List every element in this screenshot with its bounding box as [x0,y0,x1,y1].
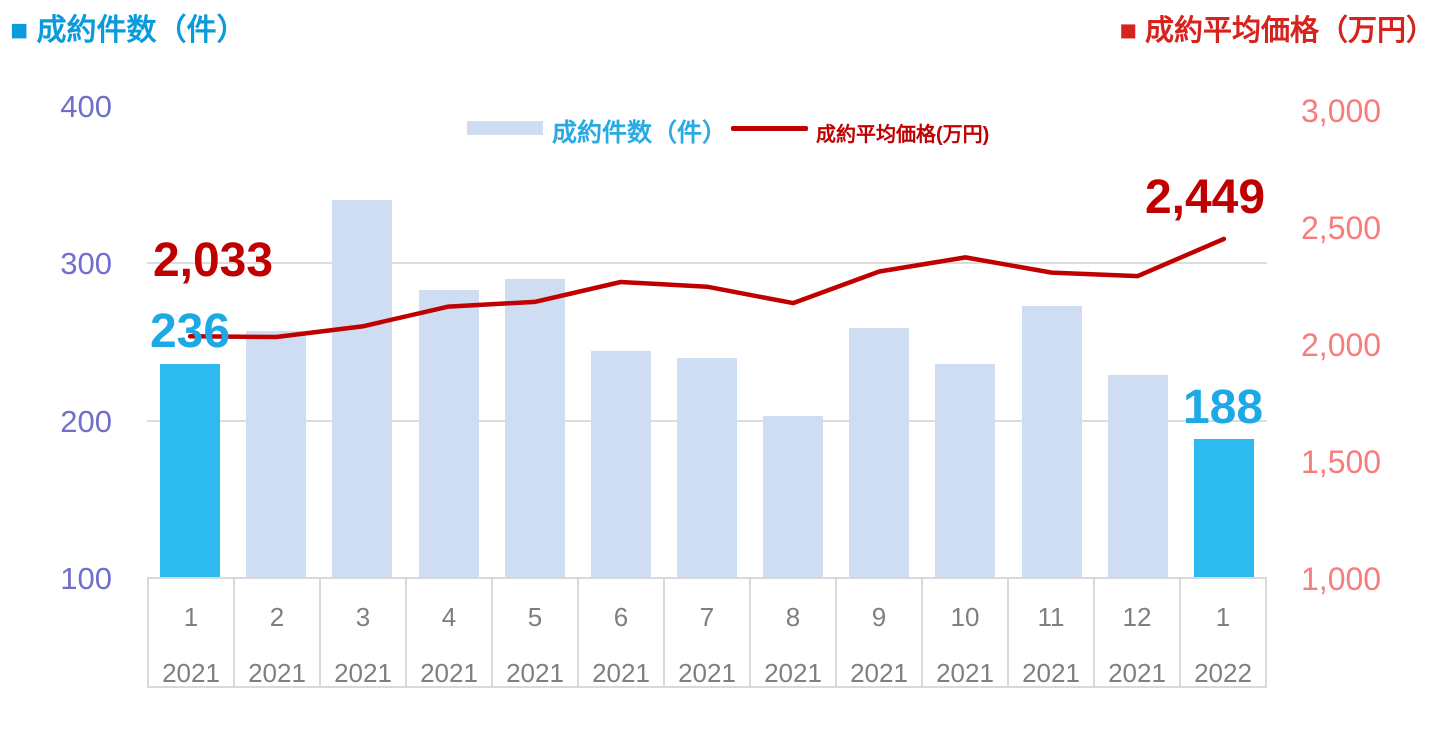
y-axis-right-tick: 2,000 [1301,327,1382,363]
legend-line-swatch-icon [731,126,808,131]
bar-month-10-2021 [935,363,996,578]
bar-month-5-2021 [504,278,565,578]
x-axis-cell: 1 2021 [149,579,235,686]
x-axis-year-label: 2021 [162,658,220,688]
x-axis-year-label: 2021 [248,658,306,688]
chart-title-left: ■ 成約件数（件） [10,5,246,49]
x-axis-month-label: 5 [527,602,543,632]
y-axis-right-tick: 1,000 [1301,561,1382,597]
chart-title-left-label: 成約件数（件） [36,14,247,47]
x-axis-year-label: 2021 [420,658,478,688]
x-axis-month-label: 8 [785,602,801,632]
x-axis-cell: 12 2021 [1095,579,1181,686]
x-axis-cell: 9 2021 [837,579,923,686]
x-axis-cell: 2 2021 [235,579,321,686]
x-axis-year-label: 2021 [764,658,822,688]
y-axis-right-tick: 3,000 [1301,93,1382,129]
x-axis-month-label: 11 [1037,602,1065,632]
bar-month-12-2021 [1107,374,1168,578]
x-axis-month-label: 6 [613,602,629,632]
x-axis-cell: 11 2021 [1009,579,1095,686]
x-axis-year-label: 2021 [936,658,994,688]
x-axis-cell: 1 2022 [1181,579,1265,686]
bar-month-1-2021 [160,363,221,578]
data-label-first-count: 236 [149,305,231,358]
y-axis-right-tick: 1,500 [1301,444,1382,480]
price-line [187,236,1227,340]
legend-bar-label: 成約件数（件） [552,119,728,147]
bar-month-4-2021 [418,289,479,578]
x-axis-month-label: 9 [871,602,887,632]
blue-square-icon: ■ [10,14,29,47]
x-axis-month-label: 1 [183,602,199,632]
x-axis-month-label: 10 [950,602,980,632]
data-label-first-price: 2,033 [152,234,274,287]
chart-title-right-label: 成約平均価格（万円） [1144,15,1435,47]
bar-month-9-2021 [849,327,910,578]
red-square-icon: ■ [1119,15,1137,47]
x-axis-cell: 4 2021 [407,579,493,686]
legend-bar-swatch-icon [467,121,543,135]
x-axis-month-label: 2 [269,602,285,632]
x-axis-month-label: 4 [441,602,457,632]
y-axis-left-tick: 400 [60,88,112,124]
x-axis-year-label: 2021 [506,658,564,688]
bar-month-7-2021 [676,357,737,578]
x-axis-year-label: 2022 [1194,658,1252,688]
x-axis-cell: 3 2021 [321,579,407,686]
bar-month-2-2021 [246,330,307,578]
x-axis-table: 1 2021 2 2021 3 2021 4 2021 5 2021 6 2021 7 2021 8 2021… [147,577,1267,688]
data-label-last-price: 2,449 [1144,171,1266,224]
bar-month-11-2021 [1021,305,1082,578]
x-axis-year-label: 2021 [592,658,650,688]
x-axis-cell: 5 2021 [493,579,579,686]
gridline [147,262,1267,264]
data-label-last-count: 188 [1182,381,1264,434]
y-axis-left-tick: 100 [60,561,112,596]
x-axis-cell: 10 2021 [923,579,1009,686]
x-axis-cell: 8 2021 [751,579,837,686]
x-axis-month-label: 12 [1122,602,1152,632]
bar-month-8-2021 [763,415,824,578]
x-axis-year-label: 2021 [334,658,392,688]
x-axis-cell: 6 2021 [579,579,665,686]
bar-month-3-2021 [332,200,393,578]
x-axis-year-label: 2021 [1108,658,1166,688]
legend-line-label: 成約平均価格(万円) [816,124,990,146]
x-axis-month-label: 1 [1215,602,1231,632]
bar-month-6-2021 [590,351,651,578]
chart-title-right: ■ 成約平均価格（万円） [1119,7,1435,49]
x-axis-month-label: 7 [699,602,715,632]
x-axis-year-label: 2021 [678,658,736,688]
x-axis-year-label: 2021 [1022,658,1080,688]
y-axis-left-tick: 200 [60,403,112,439]
y-axis-left-tick: 300 [60,246,112,281]
bar-month-1-2022 [1193,439,1254,578]
x-axis-year-label: 2021 [850,658,908,688]
x-axis-cell: 7 2021 [665,579,751,686]
y-axis-right-tick: 2,500 [1301,210,1382,246]
x-axis-month-label: 3 [355,602,371,632]
